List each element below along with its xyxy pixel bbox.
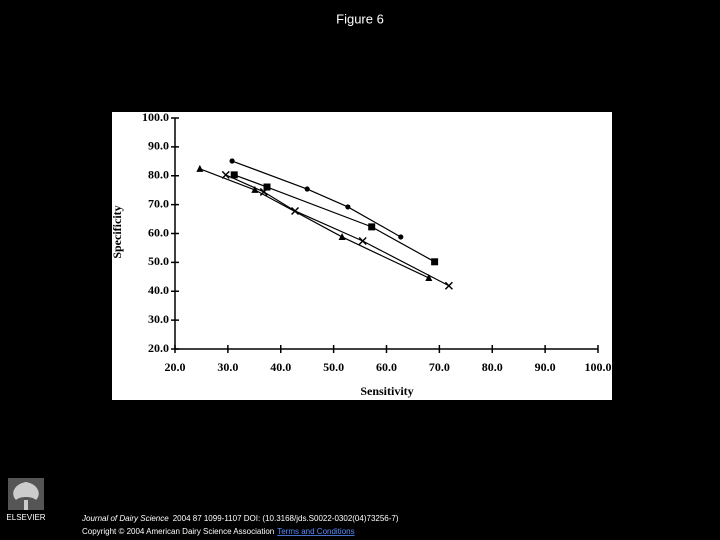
x-tick-label: 100.0: [585, 360, 612, 374]
x-tick-label: 70.0: [429, 360, 450, 374]
point: [425, 273, 433, 281]
y-tick-label: 30.0: [148, 312, 169, 326]
y-axis-label: Specificity: [110, 205, 124, 258]
point: [368, 223, 376, 231]
series-line: [231, 160, 402, 238]
point: [431, 258, 439, 266]
y-tick-label: 50.0: [148, 254, 169, 268]
point: [259, 187, 268, 196]
point: [251, 185, 259, 193]
y-tick-label: 70.0: [148, 196, 169, 210]
copyright: Copyright © 2004 American Dairy Science …: [82, 527, 355, 536]
point: [221, 170, 230, 179]
point: [398, 234, 404, 240]
point: [290, 206, 300, 216]
figure-title: Figure 6: [336, 11, 384, 26]
x-tick-label: 30.0: [217, 360, 238, 374]
publisher-logo: [8, 478, 44, 510]
point: [345, 204, 351, 210]
series-line: [234, 174, 435, 263]
x-tick-label: 40.0: [270, 360, 291, 374]
journal-name: Journal of Dairy Science: [81, 514, 169, 523]
citation-text: 2004 87 1099-1107 DOI: (10.3168/jds.S002…: [173, 514, 399, 523]
point: [263, 183, 271, 191]
x-tick-label: 80.0: [482, 360, 503, 374]
y-tick-label: 90.0: [148, 139, 169, 153]
y-tick-label: 80.0: [148, 168, 169, 182]
y-tick-label: 40.0: [148, 283, 169, 297]
point: [358, 236, 367, 246]
point: [444, 281, 453, 290]
point: [229, 158, 235, 164]
publisher-name: ELSEVIER: [6, 513, 45, 522]
point: [338, 232, 346, 240]
x-axis-label: Sensitivity: [360, 384, 413, 398]
x-tick-label: 20.0: [165, 360, 186, 374]
plot: 20.0 30.0 40.0 50.0 60.0 70.0 80.0 90.0 100.0 20.…: [142, 110, 612, 374]
y-tick-label: 20.0: [148, 341, 169, 355]
x-tick-label: 90.0: [535, 360, 556, 374]
point: [230, 171, 238, 179]
x-tick-label: 60.0: [376, 360, 397, 374]
y-tick-label: 100.0: [142, 110, 169, 124]
y-tick-label: 60.0: [148, 225, 169, 239]
x-tick-label: 50.0: [323, 360, 344, 374]
chart-panel: [112, 112, 612, 400]
citation: Journal of Dairy Science 2004 87 1099-110…: [81, 514, 399, 523]
point: [304, 186, 310, 192]
terms-link[interactable]: Terms and Conditions: [277, 527, 354, 536]
point: [196, 164, 204, 172]
copyright-text: Copyright © 2004 American Dairy Science …: [82, 527, 274, 536]
